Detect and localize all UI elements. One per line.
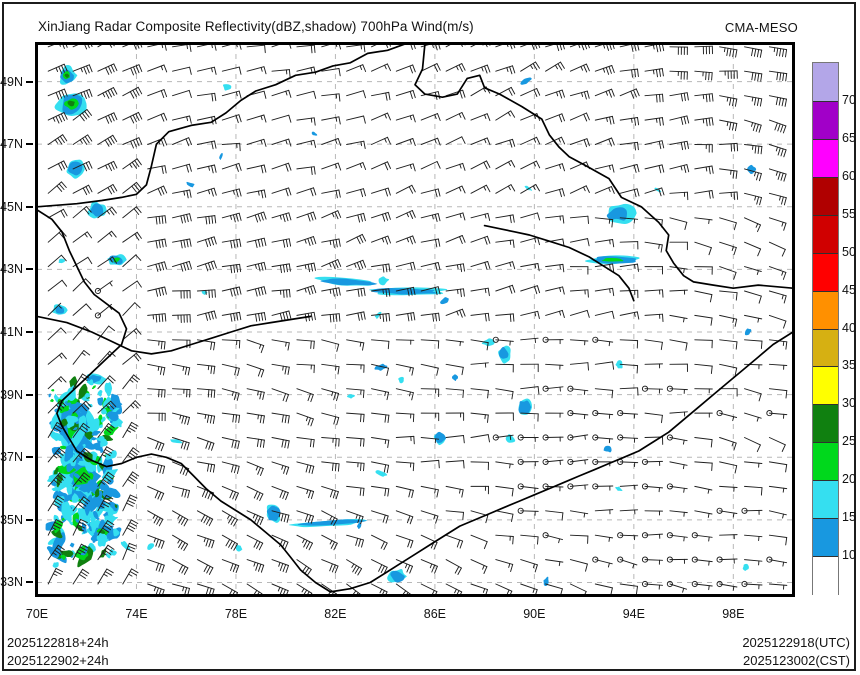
colorbar-tick-label: 50 xyxy=(842,244,856,259)
chart-title: XinJiang Radar Composite Reflectivity(dB… xyxy=(38,19,474,34)
colorbar-tick-label: 45 xyxy=(842,282,856,297)
colorbar-tick-label: 35 xyxy=(842,358,856,373)
colorbar-tick-label: 20 xyxy=(842,472,856,487)
colorbar-tick-label: 30 xyxy=(842,396,856,411)
colorbar-segment xyxy=(813,100,838,141)
lat-tick-label: 35N xyxy=(0,512,23,527)
lon-tick-label: 86E xyxy=(423,607,447,621)
colorbar-segment xyxy=(813,138,838,179)
lon-tick-label: 90E xyxy=(523,607,546,621)
colorbar-segment xyxy=(813,480,838,520)
wind-barb-layer xyxy=(47,44,788,595)
map-canvas xyxy=(37,44,793,595)
lat-tick-mark xyxy=(26,205,33,208)
lat-tick-label: 47N xyxy=(0,137,23,152)
lat-tick-mark xyxy=(26,268,33,271)
lon-tick-label: 74E xyxy=(125,607,148,621)
border-layer xyxy=(37,44,793,593)
lat-tick-mark xyxy=(26,456,33,459)
lat-tick-label: 33N xyxy=(0,575,23,590)
footer-right-line1: 2025122918(UTC) xyxy=(742,635,850,650)
colorbar-segment xyxy=(813,404,838,444)
lat-tick-label: 39N xyxy=(0,387,23,402)
reflectivity-colorbar[interactable] xyxy=(812,62,839,596)
lon-tick-label: 98E xyxy=(722,607,745,621)
colorbar-segment xyxy=(813,214,838,255)
colorbar-segment xyxy=(813,290,838,330)
colorbar-segment xyxy=(813,366,838,406)
colorbar-tick-labels: 70 65 60 55 50 45 40 35 30 25 20 15 10 xyxy=(812,62,858,595)
colorbar-segment xyxy=(813,252,838,292)
colorbar-segment xyxy=(813,518,838,558)
lat-tick-mark xyxy=(26,143,33,146)
lat-tick-mark xyxy=(26,393,33,396)
colorbar-segment xyxy=(813,442,838,482)
lat-tick-mark xyxy=(26,331,33,334)
footer-right-line2: 2025123002(CST) xyxy=(743,653,850,668)
lat-tick-label: 45N xyxy=(0,199,23,214)
lon-tick-label: 82E xyxy=(324,607,347,621)
map-gridlines xyxy=(37,44,793,595)
colorbar-tick-label: 60 xyxy=(842,168,856,183)
footer-left-line1: 2025122818+24h xyxy=(7,635,109,650)
lon-tick-label: 94E xyxy=(622,607,645,621)
footer-left-line2: 2025122902+24h xyxy=(7,653,109,668)
model-tag: CMA-MESO xyxy=(724,20,798,35)
colorbar-tick-label: 25 xyxy=(842,434,856,449)
lon-tick-label: 70E xyxy=(25,607,49,621)
lon-tick-label: 78E xyxy=(224,607,248,621)
colorbar-tick-label: 65 xyxy=(842,130,856,145)
lat-tick-label: 43N xyxy=(0,262,23,277)
colorbar-segment xyxy=(813,63,838,102)
lat-tick-label: 49N xyxy=(0,74,23,89)
lat-tick-mark xyxy=(26,581,33,584)
latitude-axis: 49N 47N 45N 43N 41N 39N 37N 35N 33N xyxy=(0,42,33,597)
colorbar-segment xyxy=(813,176,838,217)
colorbar-segment xyxy=(813,556,838,596)
lat-tick-label: 37N xyxy=(0,450,23,465)
longitude-axis: 70E 74E 78E 82E 86E 90E 94E 98E xyxy=(26,601,795,625)
colorbar-tick-label: 40 xyxy=(842,320,856,335)
colorbar-tick-label: 10 xyxy=(842,548,856,563)
footer-left: 2025122818+24h 2025122902+24h xyxy=(7,634,109,670)
lat-tick-mark xyxy=(26,80,33,83)
colorbar-tick-label: 55 xyxy=(842,206,856,221)
map-plot-area[interactable] xyxy=(35,42,795,597)
lat-tick-mark xyxy=(26,518,33,521)
colorbar-tick-label: 70 xyxy=(842,92,856,107)
lat-tick-label: 41N xyxy=(0,325,23,340)
colorbar-tick-label: 15 xyxy=(842,510,856,525)
map-clip xyxy=(37,44,793,595)
footer-right: 2025122918(UTC) 2025123002(CST) xyxy=(742,634,850,670)
colorbar-segment xyxy=(813,328,838,368)
